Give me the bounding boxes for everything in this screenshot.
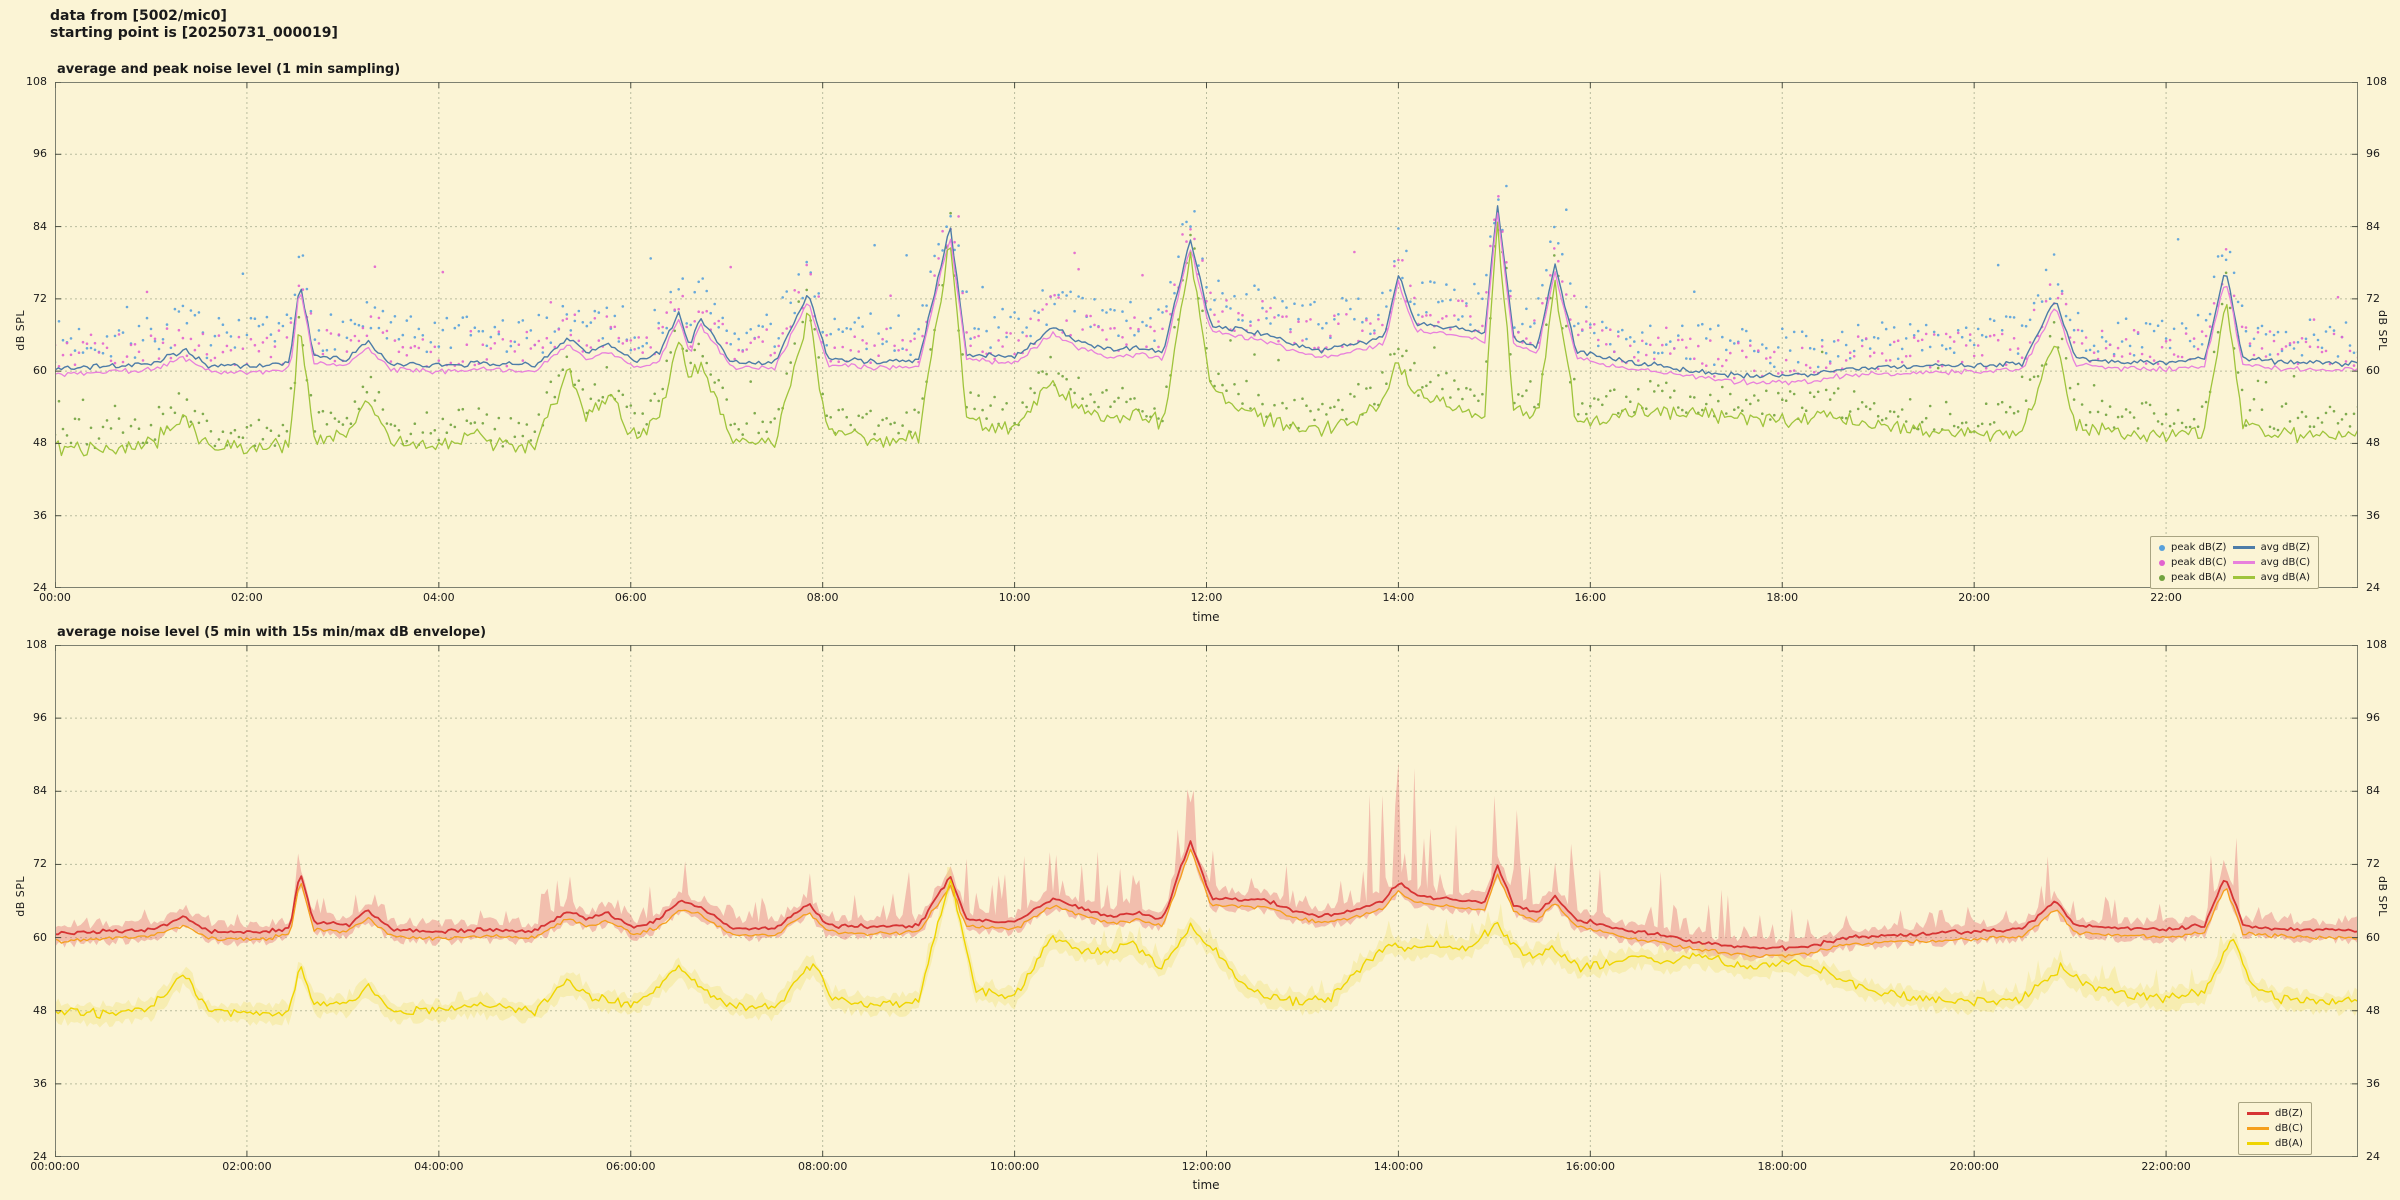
x-tick-label: 10:00 [998,591,1031,604]
x-tick-label: 04:00:00 [414,1160,464,1173]
y-tick-label-left: 108 [26,638,47,651]
legend-label-dbc: dB(C) [2275,1123,2303,1134]
y-tick-label-left: 96 [33,711,47,725]
y-tick-label-left: 96 [33,147,47,161]
y-tick-label-left: 72 [33,857,47,871]
x-tick-label: 06:00 [614,591,647,604]
peak-dbc-marker-icon [2159,559,2165,566]
peak-dbz-marker-icon [2159,544,2165,551]
legend-label-peak-dbz: peak dB(Z) [2171,542,2227,553]
y-tick-label-right: 60 [2366,364,2380,378]
x-tick-label: 12:00 [1190,591,1223,604]
x-tick-label: 06:00:00 [606,1160,656,1173]
chart2-plot-area [55,645,2358,1157]
x-tick-label: 18:00:00 [1757,1160,1807,1173]
y-tick-label-left: 24 [33,1150,47,1163]
y-tick-label-right: 72 [2366,857,2380,871]
dbc-marker-icon [2247,1127,2269,1130]
x-tick-label: 04:00 [422,591,455,604]
dba-marker-icon [2247,1142,2269,1145]
x-tick-label: 18:00 [1766,591,1799,604]
avg-dbc-marker-icon [2232,561,2255,564]
x-tick-label: 14:00:00 [1373,1160,1424,1173]
y-tick-label-left: 48 [33,436,47,450]
chart2-title: average noise level (5 min with 15s min/… [57,625,487,640]
chart2-legend: dB(Z) dB(C) dB(A) [2238,1102,2312,1155]
chart2-ylabel-left: dB SPL [14,876,27,917]
chart1-plot-area [55,82,2358,588]
avg-dba-marker-icon [2232,576,2255,579]
x-tick-label: 00:00:00 [30,1160,80,1173]
line-avg dB(A) [55,221,2358,457]
y-tick-label-left: 36 [33,1076,47,1090]
header-line-1: data from [5002/mic0] [50,8,227,24]
legend-label-dbz: dB(Z) [2275,1108,2303,1119]
x-tick-label: 08:00 [806,591,839,604]
y-tick-label-right: 96 [2366,147,2380,161]
x-tick-label: 14:00 [1382,591,1415,604]
chart2-xlabel: time [1192,1178,1220,1192]
chart1-legend: peak dB(Z) avg dB(Z) peak dB(C) avg dB(C… [2150,536,2320,589]
legend-label-avg-dba: avg dB(A) [2260,572,2311,583]
x-tick-label: 20:00:00 [1949,1160,1999,1173]
chart1-xlabel: time [1192,610,1220,624]
y-tick-label-right: 60 [2366,930,2380,944]
legend-label-avg-dbz: avg dB(Z) [2260,542,2311,553]
y-tick-label-right: 24 [2366,581,2380,594]
x-tick-label: 02:00 [231,591,263,604]
envelope-dB(A) [55,867,2358,1028]
y-tick-label-right: 96 [2366,711,2380,725]
chart2-plot [55,645,2358,1157]
y-tick-label-right: 84 [2366,784,2380,798]
chart1-ylabel-left: dB SPL [14,310,27,351]
x-tick-label: 22:00:00 [2141,1160,2191,1173]
chart1-title: average and peak noise level (1 min samp… [57,62,401,77]
y-tick-label-left: 72 [33,291,47,305]
avg-dbz-marker-icon [2232,546,2255,549]
line-dB(Z) [55,840,2358,952]
y-tick-label-right: 48 [2366,436,2380,450]
y-tick-label-right: 36 [2366,508,2380,522]
x-tick-label: 08:00:00 [797,1160,848,1173]
x-tick-label: 02:00:00 [222,1160,272,1173]
y-tick-label-right: 72 [2366,291,2380,305]
x-tick-label: 12:00:00 [1181,1160,1232,1173]
y-tick-label-right: 84 [2366,219,2380,233]
x-tick-label: 00:00 [39,591,71,604]
y-tick-label-left: 84 [33,219,47,233]
header-line-2: starting point is [20250731_000019] [50,25,338,41]
line-avg dB(Z) [55,205,2358,379]
line-dB(A) [55,879,2358,1019]
y-tick-label-left: 60 [33,364,47,378]
legend-label-peak-dbc: peak dB(C) [2171,557,2227,568]
y-tick-label-left: 24 [33,581,47,594]
y-tick-label-left: 36 [33,508,47,522]
scatter-peak dB(Z) [55,184,2358,369]
y-tick-label-right: 108 [2366,638,2387,651]
x-tick-label: 20:00 [1958,591,1990,604]
y-tick-label-left: 84 [33,784,47,798]
legend-label-dba: dB(A) [2275,1138,2303,1149]
x-tick-label: 10:00:00 [989,1160,1040,1173]
y-tick-label-right: 108 [2366,75,2387,88]
legend-label-avg-dbc: avg dB(C) [2260,557,2311,568]
y-tick-label-right: 36 [2366,1076,2380,1090]
y-tick-label-left: 48 [33,1003,47,1017]
line-avg dB(C) [55,212,2358,386]
chart2-ylabel-right: dB SPL [2376,876,2389,917]
peak-dba-marker-icon [2159,574,2165,581]
y-tick-label-left: 108 [26,75,47,88]
legend-label-peak-dba: peak dB(A) [2171,572,2227,583]
y-tick-label-right: 24 [2366,1150,2380,1163]
y-tick-label-right: 48 [2366,1003,2380,1017]
chart1-plot [55,82,2358,588]
dbz-marker-icon [2247,1112,2269,1115]
x-tick-label: 16:00 [1574,591,1607,604]
x-tick-label: 22:00 [2150,591,2182,604]
chart1-ylabel-right: dB SPL [2376,310,2389,351]
y-tick-label-left: 60 [33,930,47,944]
line-dB(C) [55,848,2358,959]
x-tick-label: 16:00:00 [1565,1160,1616,1173]
